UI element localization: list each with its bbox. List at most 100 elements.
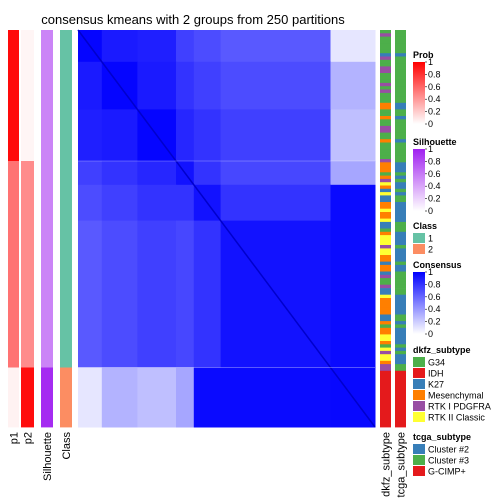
- legend-tick-label: 0.4: [428, 94, 441, 104]
- legend-colorbar: [413, 272, 425, 334]
- annotation-dkfz-cell: [380, 261, 391, 266]
- legend-tick-label: 1: [428, 267, 433, 277]
- legend-swatch: [413, 244, 425, 254]
- heatmap-cell: [101, 161, 138, 186]
- annotation-dkfz-cell: [380, 334, 391, 339]
- annotation-tcga-cell: [395, 403, 406, 408]
- annotation-label: p1: [9, 432, 21, 444]
- annotation-tcga-cell: [395, 69, 406, 74]
- annotation-tcga-cell: [395, 129, 406, 133]
- annotation-tcga-cell: [395, 354, 406, 358]
- annotation-dkfz-cell: [380, 255, 391, 259]
- annotation-dkfz-cell: [380, 155, 391, 160]
- annotation-dkfz-cell: [380, 175, 391, 180]
- annotation-dkfz-cell: [380, 208, 391, 213]
- annotation-tcga-cell: [395, 357, 406, 362]
- annotation-p1-cell: [8, 30, 19, 162]
- legend-item-label: 1: [428, 234, 433, 244]
- annotation-dkfz-cell: [380, 317, 391, 322]
- legend-swatch: [413, 390, 425, 400]
- legend-title: Silhouette: [413, 137, 457, 147]
- annotation-dkfz-cell: [380, 73, 391, 77]
- annotation-dkfz-cell: [380, 281, 391, 286]
- annotation-tcga-cell: [395, 248, 406, 253]
- annotation-dkfz-cell: [380, 182, 391, 186]
- annotation-tcga-cell: [395, 212, 406, 216]
- legend-tick-label: 0.2: [428, 107, 441, 117]
- annotation-tcga-cell: [395, 218, 406, 223]
- annotation-dkfz-cell: [380, 218, 391, 223]
- annotation-dkfz-cell: [380, 109, 391, 114]
- annotation-dkfz-cell: [380, 165, 391, 170]
- annotation-tcga-cell: [395, 251, 406, 256]
- annotation-dkfz-cell: [380, 314, 391, 319]
- annotation-dkfz-cell: [380, 172, 391, 176]
- heatmap-cell: [220, 161, 331, 186]
- annotation-tcga-cell: [395, 377, 406, 382]
- annotation-dkfz-cell: [380, 212, 391, 216]
- annotation-tcga-cell: [395, 374, 406, 378]
- annotation-dkfz-cell: [380, 397, 391, 401]
- annotation-tcga-cell: [395, 274, 406, 279]
- legend-swatch: [413, 368, 425, 378]
- annotation-tcga-cell: [395, 301, 406, 305]
- annotation-dkfz-cell: [380, 53, 391, 57]
- annotation-tcga-cell: [395, 314, 406, 319]
- annotation-tcga-cell: [395, 119, 406, 123]
- annotation-dkfz-cell: [380, 357, 391, 362]
- annotation-label: Class: [61, 432, 73, 460]
- annotation-tcga-cell: [395, 407, 406, 411]
- annotation-dkfz-cell: [380, 86, 391, 90]
- annotation-dkfz-cell: [380, 96, 391, 100]
- heatmap-cell: [137, 220, 177, 368]
- legend-tick-label: 0: [428, 206, 433, 216]
- annotation-dkfz-cell: [380, 364, 391, 368]
- annotation-dkfz-cell: [380, 198, 391, 203]
- annotation-dkfz-cell: [380, 112, 391, 117]
- annotation-tcga-cell: [395, 245, 406, 249]
- annotation-tcga-cell: [395, 76, 406, 80]
- annotation-tcga-cell: [395, 49, 406, 54]
- annotation-dkfz-cell: [380, 178, 391, 183]
- annotation-dkfz-cell: [380, 367, 391, 372]
- annotation-tcga-cell: [395, 225, 406, 229]
- annotation-tcga-cell: [395, 364, 406, 368]
- annotation-label: dkfz_subtype: [381, 432, 393, 497]
- legend-title: Consensus: [413, 260, 462, 270]
- annotation-dkfz-cell: [380, 387, 391, 391]
- annotation-tcga-cell: [395, 321, 406, 325]
- annotation-dkfz-cell: [380, 321, 391, 325]
- annotation-tcga-cell: [395, 145, 406, 150]
- heatmap-cell: [220, 61, 331, 110]
- annotation-tcga-cell: [395, 165, 406, 170]
- annotation-tcga-cell: [395, 82, 406, 87]
- annotation-tcga-cell: [395, 337, 406, 342]
- heatmap-cell: [78, 184, 103, 221]
- annotation-tcga-cell: [395, 311, 406, 315]
- annotation-dkfz-cell: [380, 132, 391, 137]
- heatmap-cell: [220, 30, 331, 63]
- legend-item-label: Mesenchymal: [428, 391, 484, 401]
- annotation-tcga-cell: [395, 380, 406, 385]
- annotation-dkfz-cell: [380, 390, 391, 395]
- legend-colorbar: [413, 149, 425, 211]
- annotation-tcga-cell: [395, 268, 406, 272]
- annotation-tcga-cell: [395, 125, 406, 130]
- annotation-tcga-cell: [395, 420, 406, 425]
- annotation-dkfz-cell: [380, 251, 391, 256]
- heatmap-cell: [78, 61, 103, 110]
- annotation-dkfz-cell: [380, 99, 391, 104]
- heatmap-cell: [220, 367, 331, 428]
- annotation-dkfz-cell: [380, 49, 391, 54]
- annotation-tcga-cell: [395, 89, 406, 94]
- heatmap-cell: [330, 161, 376, 186]
- annotation-dkfz-cell: [380, 417, 391, 421]
- legend-item-label: Cluster #3: [428, 456, 469, 466]
- legend-item-label: 2: [428, 245, 433, 255]
- annotation-dkfz-cell: [380, 215, 391, 219]
- annotation-dkfz-cell: [380, 106, 391, 110]
- annotation-tcga-cell: [395, 102, 406, 107]
- annotation-tcga-cell: [395, 149, 406, 153]
- heatmap-cell: [78, 161, 103, 186]
- heatmap-cell: [137, 184, 177, 221]
